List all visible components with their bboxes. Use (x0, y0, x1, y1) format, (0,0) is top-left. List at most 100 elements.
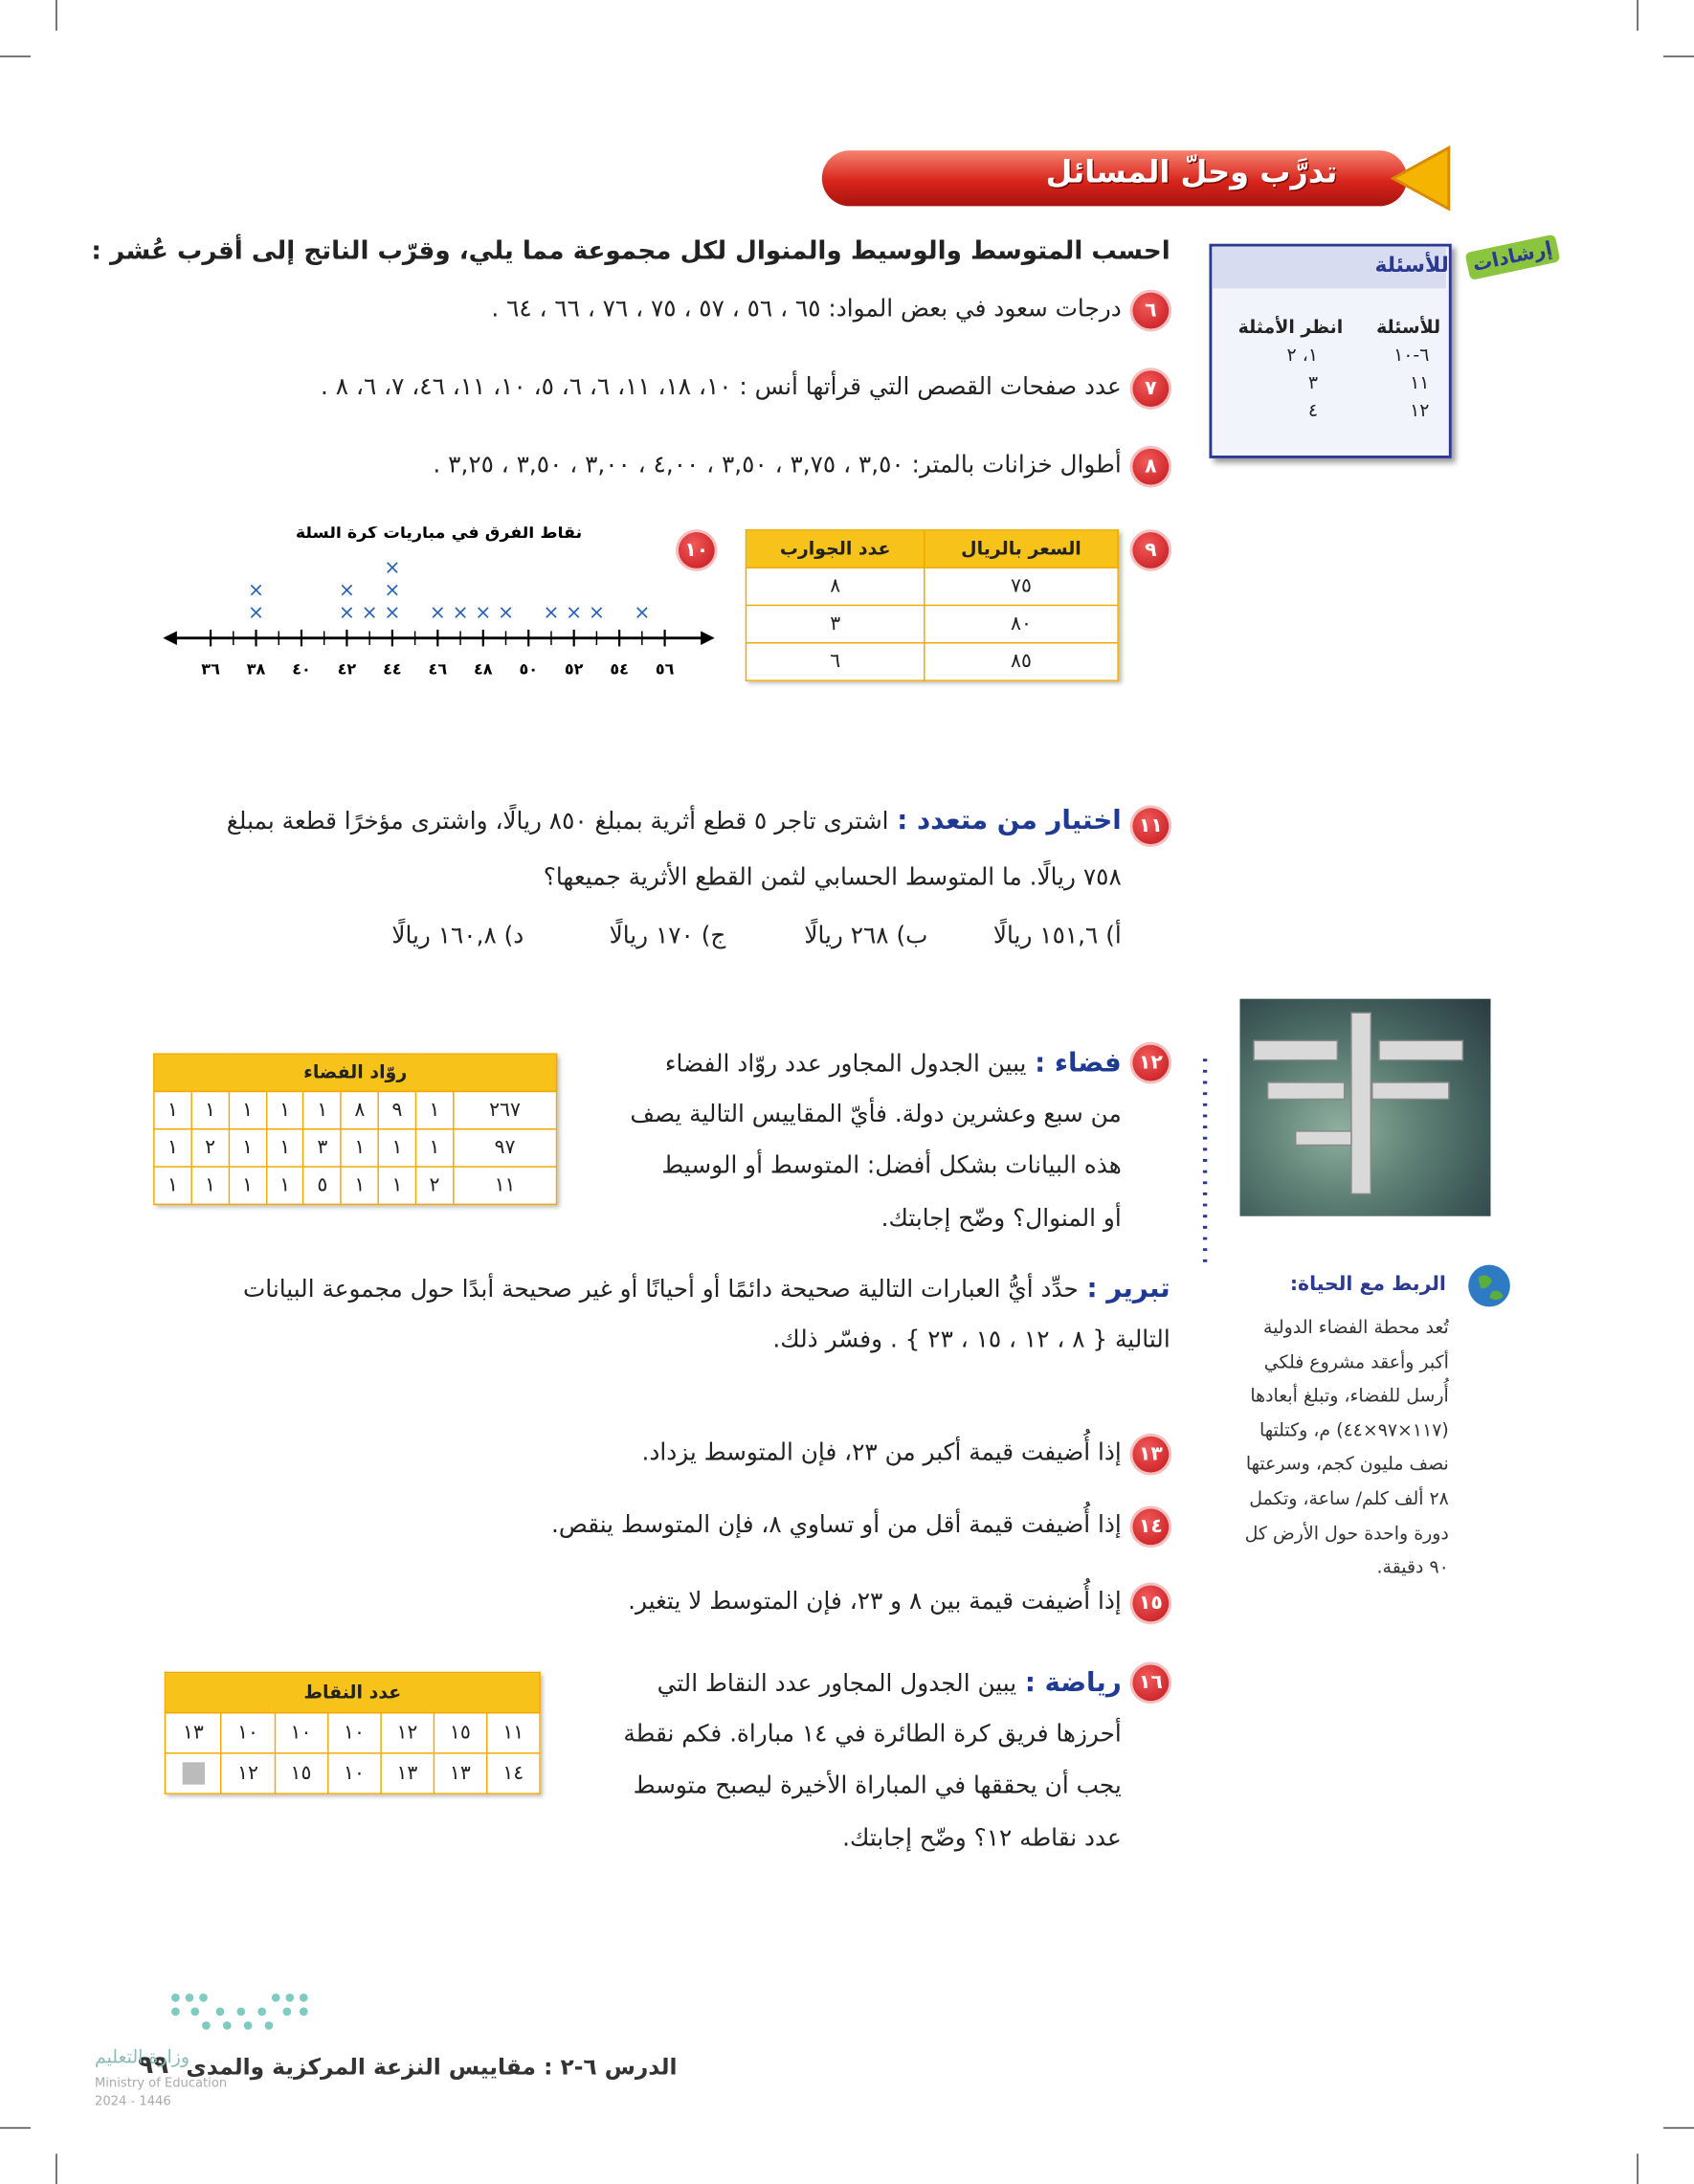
x-mark: × (248, 578, 264, 601)
circle (285, 1993, 295, 2002)
tick-label: ٤٢ (338, 660, 357, 679)
data-table: السعر بالريال عدد الجوارب ٧٥ ٨ ٨٠ ٣ ٨٥ ٦ (745, 529, 1119, 681)
reasoning-label: تبرير : (1086, 1273, 1170, 1304)
x-mark: × (248, 600, 264, 623)
rect (1266, 1081, 1346, 1101)
table-cell: ١ (377, 1166, 417, 1206)
table-cell: ١٥ (274, 1752, 328, 1794)
problem-text: ٧٥٨ ريالًا. ما المتوسط الحسابي لثمن القط… (543, 863, 1122, 892)
table-header-row: السعر بالريال عدد الجوارب (745, 529, 1119, 568)
table-title-row: روّاد الفضاء (153, 1053, 558, 1093)
table-cell: ٣ (302, 1128, 343, 1168)
circle (271, 1993, 280, 2002)
x-mark: × (634, 600, 650, 623)
table-cell: ١٠ (326, 1752, 382, 1794)
problem-number: ١٤ (1132, 1508, 1170, 1546)
table-row: ٨٠ ٣ (745, 604, 1119, 644)
table-cell: ١ (153, 1128, 192, 1168)
table-cell: ١ (340, 1166, 380, 1206)
circle (222, 2021, 232, 2030)
table-cell: ١٠ (326, 1711, 382, 1754)
tick-label: ٥٤ (610, 660, 629, 679)
sidebar-line: أُرسل للفضاء، وتبلغ أبعادها (1250, 1386, 1449, 1408)
problem-label: رياضة : (1024, 1667, 1122, 1699)
table-cell: ١ (414, 1128, 455, 1168)
crop (1637, 2153, 1638, 2184)
problem-text: من سبع وعشرين دولة. فأيّ المقاييس التالي… (630, 1100, 1122, 1128)
hint-cell: ٤ (1307, 401, 1318, 423)
table-header: السعر بالريال (924, 529, 1119, 568)
table-cell: ١٣ (433, 1752, 488, 1794)
problem-text: إذا أُضيفت قيمة أقل من أو تساوي ٨، فإن ا… (551, 1511, 1122, 1540)
circle (236, 2007, 246, 2017)
axis-arrow (163, 631, 177, 645)
hint-column: للأسئلة (1376, 317, 1441, 339)
table-title-row: عدد النقاط (164, 1671, 541, 1714)
x-mark: × (453, 600, 469, 623)
table-cell: ٣ (745, 604, 925, 644)
table-cell: ١ (302, 1090, 343, 1130)
table-header: عدد الجوارب (745, 529, 925, 568)
table-cell (164, 1752, 223, 1794)
table-cell: ١ (153, 1090, 192, 1130)
circle (257, 2007, 267, 2017)
circle (171, 1993, 180, 2002)
x-mark: × (498, 600, 514, 623)
problem-number: ١٢ (1132, 1044, 1170, 1081)
table-cell: ٨ (745, 567, 925, 607)
circle (282, 2007, 292, 2017)
hint-cell: ٦-١٠ (1393, 345, 1430, 367)
table-cell: ١ (153, 1166, 192, 1206)
path (1478, 1275, 1504, 1301)
data-table: عدد النقاط ١١ ١٥ ١٢ ١٠ ١٠ ١٠ ١٣ ١٤ ١٣ ١٣ ١٠ ١٥ ١٢ (164, 1671, 541, 1794)
polygon (1390, 145, 1451, 212)
circle (215, 2007, 225, 2017)
x-mark: × (566, 600, 582, 623)
problem-text: هذه البيانات بشكل أفضل: المتوسط أو الوسي… (661, 1151, 1122, 1180)
problem-text: يبين الجدول المجاور عدد النقاط التي (657, 1670, 1017, 1699)
problem-text: إذا أُضيفت قيمة أكبر من ٢٣، فإن المتوسط … (641, 1438, 1122, 1467)
problem-text: يجب أن يحققها في المباراة الأخيرة ليصبح … (633, 1772, 1122, 1800)
table-cell: ١ (377, 1128, 417, 1168)
table-cell: ٢ (414, 1166, 455, 1206)
dotted-connector (1202, 1059, 1208, 1268)
crop (1637, 0, 1638, 32)
circle (202, 2021, 211, 2030)
table-cell: ١٢ (220, 1752, 276, 1794)
circle (190, 2007, 200, 2017)
sidebar-line: دورة واحدة حول الأرض كل (1244, 1523, 1449, 1545)
sidebar-line: تُعد محطة الفضاء الدولية (1263, 1317, 1449, 1339)
table-row: ١١ ١٥ ١٢ ١٠ ١٠ ١٠ ١٣ (164, 1711, 541, 1754)
station-drawing (1253, 1012, 1464, 1195)
logo-en: Ministry of Education (94, 2077, 228, 2091)
logo-year: 2024 - 1446 (94, 2095, 171, 2109)
instructions: احسب المتوسط والوسيط والمنوال لكل مجموعة… (91, 236, 1170, 267)
table-cell: ٨٥ (924, 642, 1119, 681)
rect (1378, 1039, 1464, 1061)
table-row: ٩٧ ١ ١ ١ ٣ ١ ١ ٢ ١ (153, 1128, 558, 1168)
problem-text: عدد نقاطه ١٢؟ وضّح إجابتك. (842, 1824, 1122, 1853)
rect (1253, 1039, 1339, 1061)
banner-title: تدرَّب وحلّ المسائل (1045, 156, 1338, 191)
page-number: ٩٩ (138, 2050, 169, 2081)
circle (299, 1993, 308, 2002)
reasoning-text: حدِّد أيُّ العبارات التالية صحيحة دائمًا… (242, 1276, 1079, 1304)
choice: ج) ١٧٠ ريالًا (609, 922, 726, 950)
problem-number: ٨ (1132, 448, 1170, 485)
problem-text: يبين الجدول المجاور عدد روّاد الفضاء (664, 1050, 1027, 1079)
circle (264, 2021, 274, 2030)
problem-text: إذا أُضيفت قيمة بين ٨ و ٢٣، فإن المتوسط … (628, 1588, 1122, 1616)
problem-label-line: فضاء : يبين الجدول المجاور عدد روّاد الفض… (665, 1048, 1122, 1079)
problem-label: فضاء : (1035, 1047, 1122, 1079)
table-cell: ١ (340, 1128, 380, 1168)
x-mark: × (475, 600, 491, 623)
table-cell: ١ (265, 1090, 304, 1130)
problem-text: أحرزها فريق كرة الطائرة في ١٤ مباراة. فك… (623, 1719, 1122, 1749)
data-table: روّاد الفضاء ٢٦٧ ١ ٩ ٨ ١ ١ ١ ١ ١ ٩٧ ١ ١ ١ ٣ ١ ١ ٢ ١ ١١ ٢ ١ ١ ٥ ١… (153, 1053, 558, 1206)
x-mark: × (543, 600, 559, 623)
table-cell: ١٥ (433, 1711, 488, 1754)
problem-number: ١٣ (1132, 1436, 1170, 1473)
x-mark: × (384, 556, 400, 579)
table-cell: ٢ (190, 1128, 230, 1168)
sidebar-line: ٢٨ ألف كلم/ ساعة، وتكمل (1249, 1489, 1449, 1510)
